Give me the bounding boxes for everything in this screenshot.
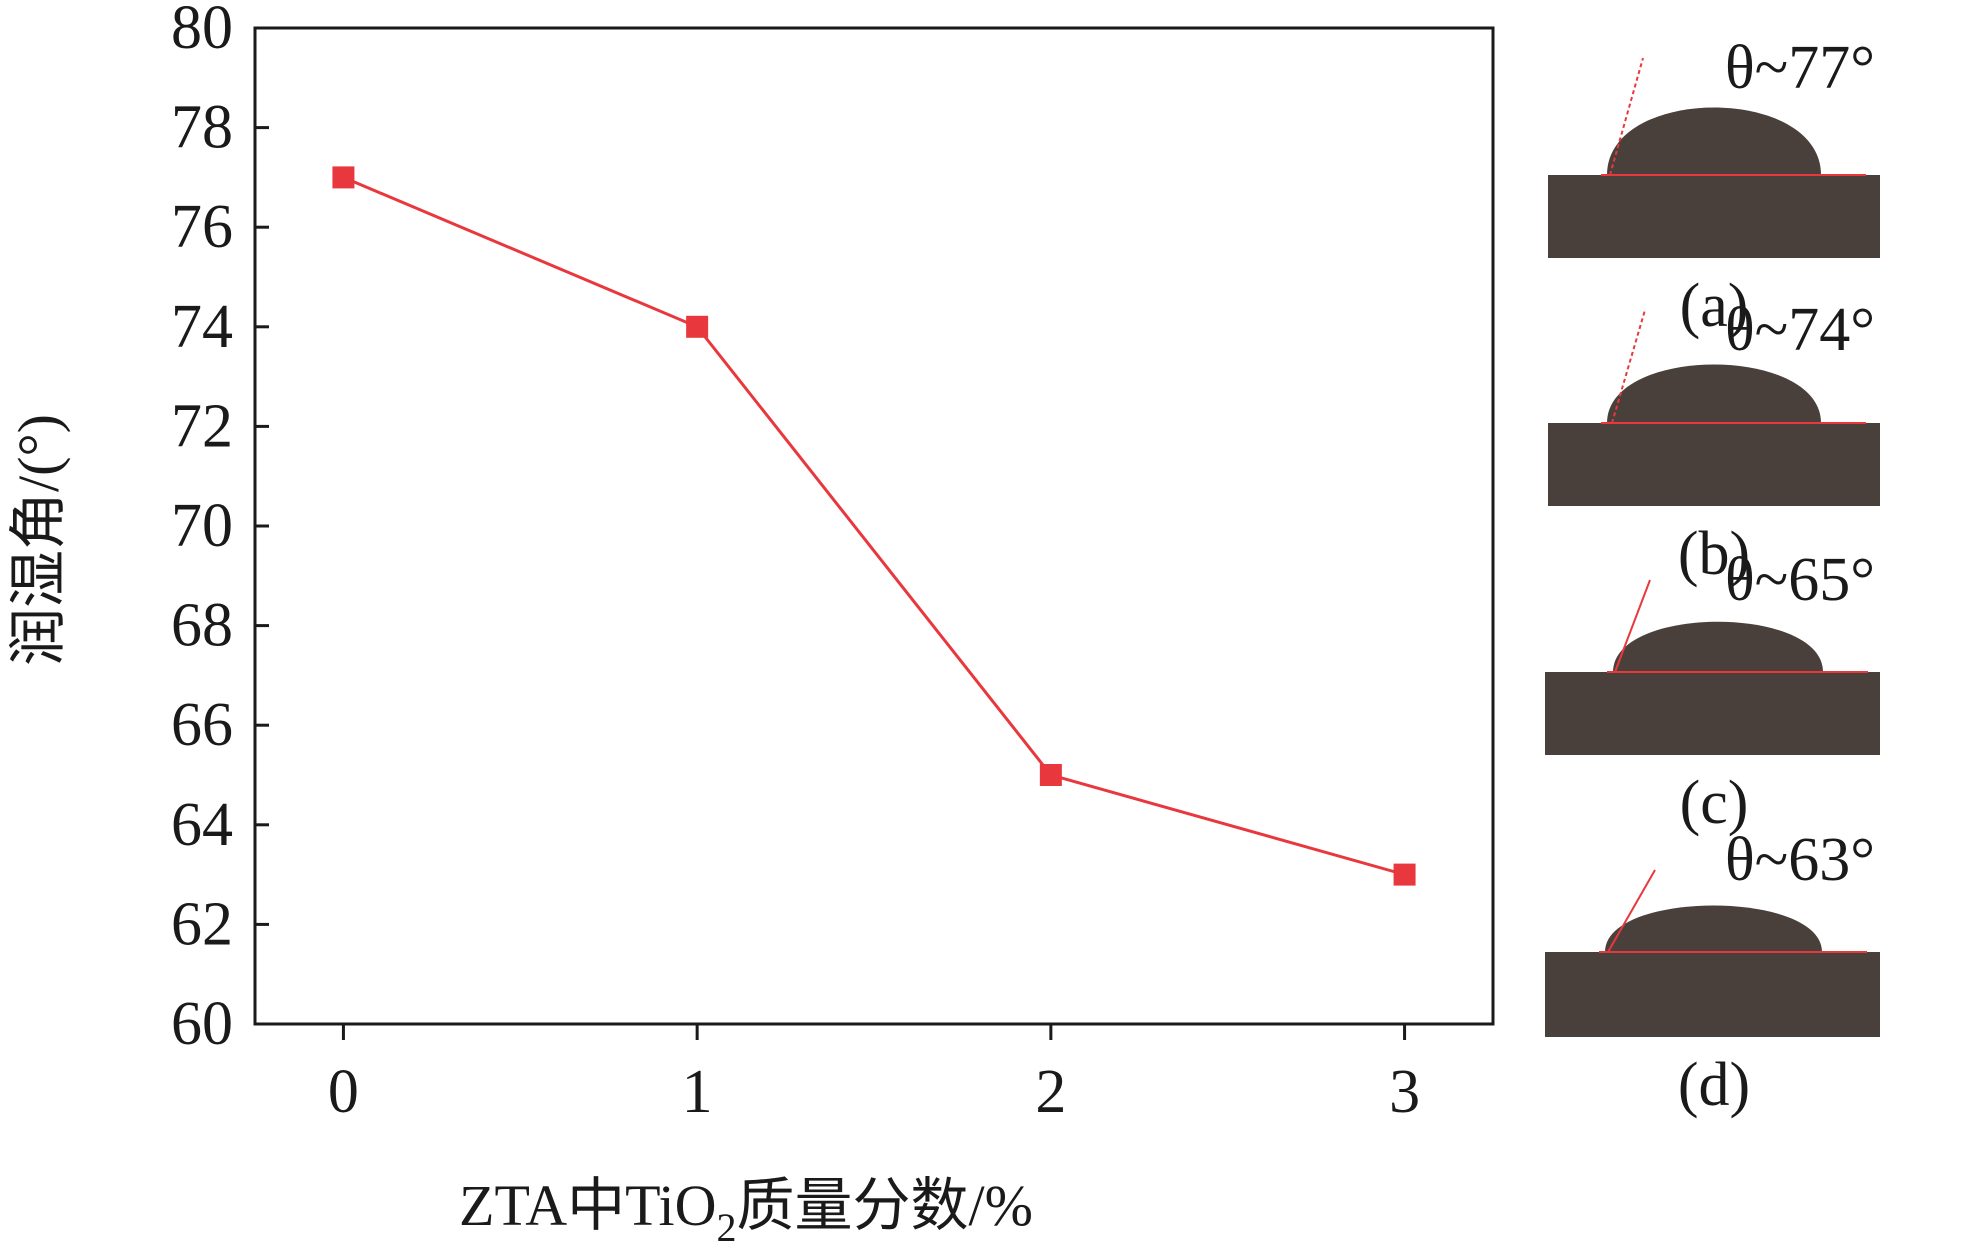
plot-frame [253,26,1495,1026]
substrate-block [1545,952,1880,1037]
y-axis-label: 润湿角/(°) [6,414,71,666]
panel-label: (a) [1680,272,1749,340]
y-tick-label: 80 [171,0,233,62]
droplet-shape [1607,364,1821,423]
y-tick-label: 72 [171,392,233,460]
panel-label: (c) [1680,769,1749,837]
substrate-block [1548,175,1880,258]
x-axis-label-rest: 质量分数/% [737,1173,1033,1238]
contact-angle-label: θ~74° [1725,296,1875,364]
y-tick-label: 76 [171,193,233,261]
x-tick-label: 2 [1035,1058,1066,1126]
y-tick-label: 60 [171,990,233,1058]
y-tick-label: 68 [171,592,233,660]
droplet-panel: θ~65° (c) [1545,546,1880,837]
series-line [342,176,1405,877]
tangent-line [1609,57,1644,176]
y-tick-label: 64 [171,791,233,859]
contact-angle-label: θ~77° [1725,34,1875,102]
x-tick-label: 0 [328,1058,359,1126]
x-axis-label: ZTA中TiO2质量分数/% [459,1173,1033,1250]
data-point [686,315,709,338]
y-tick-label: 62 [171,890,233,958]
droplet-shape [1605,905,1822,952]
substrate-block [1548,423,1880,506]
plot-axes [253,26,1495,1026]
data-point [1393,863,1416,886]
y-tick-label: 66 [171,691,233,759]
tangent-line [1607,869,1656,953]
droplet-panel: θ~77° (a) [1548,34,1880,340]
droplet-shape [1613,621,1823,672]
droplet-images: θ~77° (a)θ~74° (b)θ~65° (c)θ~63° (d) [1545,34,1880,1119]
x-axis-label-subscript: 2 [717,1205,737,1250]
data-point [1039,764,1062,786]
x-tick-label: 3 [1389,1058,1420,1126]
contact-angle-label: θ~65° [1725,546,1875,614]
contact-angle-label: θ~63° [1725,826,1875,894]
droplet-shape [1607,107,1821,175]
y-tick-label: 74 [171,293,233,361]
y-tick-label: 78 [171,94,233,162]
data-point [332,166,355,189]
droplet-panel: θ~74° (b) [1548,296,1880,588]
y-tick-label: 70 [171,492,233,560]
panel-label: (b) [1678,520,1750,588]
x-axis-ticks: 0 1 2 3 [328,1024,1420,1126]
panel-label: (d) [1678,1051,1750,1119]
substrate-block [1545,672,1880,755]
x-tick-label: 1 [682,1058,713,1126]
tangent-line [1611,309,1646,424]
tangent-line [1614,579,1651,673]
droplet-panel: θ~63° (d) [1545,826,1880,1119]
x-axis-label-main: ZTA中TiO [459,1173,717,1238]
line-series [332,166,1416,886]
y-axis-ticks: 60 62 64 66 68 70 72 74 76 78 80 [171,0,269,1058]
